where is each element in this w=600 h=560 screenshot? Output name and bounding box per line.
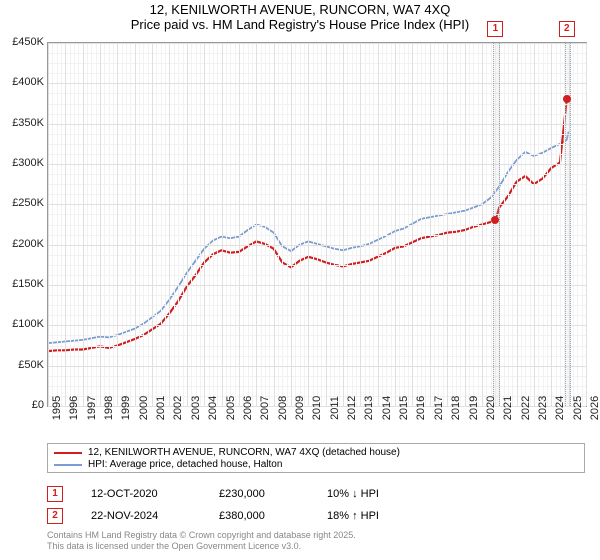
- x-tick-label: 2001: [155, 396, 167, 420]
- x-tick-label: 2021: [502, 396, 514, 420]
- x-tick-label: 1996: [68, 396, 80, 420]
- y-tick-label: £250K: [2, 197, 44, 209]
- y-tick-label: £350K: [2, 117, 44, 129]
- sales-date: 22-NOV-2024: [91, 510, 191, 522]
- sale-marker-band: [493, 43, 499, 406]
- sales-row: 1 12-OCT-2020 £230,000 10% ↓ HPI: [47, 486, 585, 502]
- legend-swatch: [54, 464, 82, 466]
- sale-dot: [491, 216, 499, 224]
- chart-container: 12, KENILWORTH AVENUE, RUNCORN, WA7 4XQ …: [0, 0, 600, 560]
- y-tick-label: £150K: [2, 278, 44, 290]
- title-address: 12, KENILWORTH AVENUE, RUNCORN, WA7 4XQ: [0, 2, 600, 17]
- x-tick-label: 2025: [572, 396, 584, 420]
- x-tick-label: 2019: [468, 396, 480, 420]
- x-tick-label: 2009: [294, 396, 306, 420]
- x-tick-label: 2023: [537, 396, 549, 420]
- y-tick-label: £0: [2, 399, 44, 411]
- sales-price: £230,000: [219, 488, 299, 500]
- x-tick-label: 1999: [120, 396, 132, 420]
- x-tick-label: 1998: [103, 396, 115, 420]
- legend-swatch: [54, 452, 82, 454]
- chart-plot-area: 12: [47, 42, 587, 407]
- x-tick-label: 2018: [450, 396, 462, 420]
- x-tick-label: 2020: [485, 396, 497, 420]
- x-tick-label: 1997: [86, 396, 98, 420]
- sales-marker: 2: [47, 508, 63, 524]
- x-tick-label: 2015: [398, 396, 410, 420]
- legend-label: 12, KENILWORTH AVENUE, RUNCORN, WA7 4XQ …: [88, 447, 400, 458]
- x-tick-label: 2005: [225, 396, 237, 420]
- x-tick-label: 2004: [207, 396, 219, 420]
- x-tick-label: 2003: [190, 396, 202, 420]
- y-tick-label: £50K: [2, 359, 44, 371]
- sale-marker-box: 1: [487, 21, 503, 37]
- x-tick-label: 2016: [415, 396, 427, 420]
- x-tick-label: 2007: [259, 396, 271, 420]
- legend-box: 12, KENILWORTH AVENUE, RUNCORN, WA7 4XQ …: [47, 443, 585, 473]
- y-tick-label: £400K: [2, 76, 44, 88]
- x-tick-label: 2024: [554, 396, 566, 420]
- x-tick-label: 2000: [138, 396, 150, 420]
- y-tick-label: £100K: [2, 318, 44, 330]
- x-tick-label: 1995: [51, 396, 63, 420]
- x-tick-label: 2017: [433, 396, 445, 420]
- x-tick-label: 2012: [346, 396, 358, 420]
- attribution: Contains HM Land Registry data © Crown c…: [47, 530, 356, 553]
- attribution-line2: This data is licensed under the Open Gov…: [47, 541, 356, 552]
- sales-marker: 1: [47, 486, 63, 502]
- sales-pct: 18% ↑ HPI: [327, 510, 427, 522]
- legend: 12, KENILWORTH AVENUE, RUNCORN, WA7 4XQ …: [47, 443, 585, 473]
- legend-row: 12, KENILWORTH AVENUE, RUNCORN, WA7 4XQ …: [54, 447, 578, 458]
- x-tick-label: 2008: [277, 396, 289, 420]
- sale-marker-box: 2: [559, 21, 575, 37]
- sales-pct: 10% ↓ HPI: [327, 488, 427, 500]
- y-tick-label: £300K: [2, 157, 44, 169]
- sales-table: 1 12-OCT-2020 £230,000 10% ↓ HPI 2 22-NOV-202…: [47, 486, 585, 530]
- title-subtitle: Price paid vs. HM Land Registry's House …: [0, 17, 600, 32]
- legend-label: HPI: Average price, detached house, Halt…: [88, 459, 282, 470]
- legend-row: HPI: Average price, detached house, Halt…: [54, 459, 578, 470]
- x-tick-label: 2026: [589, 396, 600, 420]
- x-tick-label: 2006: [242, 396, 254, 420]
- y-tick-label: £200K: [2, 238, 44, 250]
- y-tick-label: £450K: [2, 36, 44, 48]
- x-tick-label: 2010: [311, 396, 323, 420]
- attribution-line1: Contains HM Land Registry data © Crown c…: [47, 530, 356, 541]
- sales-price: £380,000: [219, 510, 299, 522]
- sales-row: 2 22-NOV-2024 £380,000 18% ↑ HPI: [47, 508, 585, 524]
- x-tick-label: 2014: [381, 396, 393, 420]
- x-tick-label: 2013: [363, 396, 375, 420]
- title-block: 12, KENILWORTH AVENUE, RUNCORN, WA7 4XQ …: [0, 0, 600, 32]
- sales-date: 12-OCT-2020: [91, 488, 191, 500]
- sale-dot: [563, 95, 571, 103]
- x-tick-label: 2002: [172, 396, 184, 420]
- x-tick-label: 2022: [520, 396, 532, 420]
- x-tick-label: 2011: [329, 396, 341, 420]
